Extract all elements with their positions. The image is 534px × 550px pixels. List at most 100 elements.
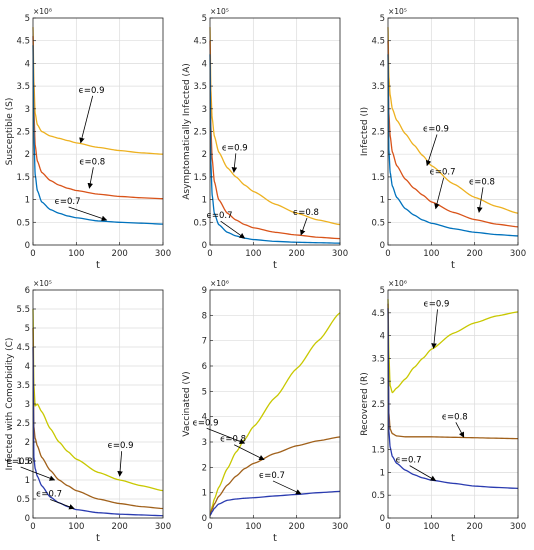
annotation-label: ϵ=0.7 — [36, 490, 62, 500]
annotation-arrow — [409, 465, 437, 481]
series-line-3 — [387, 308, 519, 490]
y-tick-label: 4.5 — [371, 309, 385, 319]
annotation-label: ϵ=0.8 — [469, 177, 495, 187]
y-exponent: ×10⁸ — [33, 7, 52, 16]
series-line-2 — [387, 303, 519, 440]
annotation-arrow — [300, 217, 308, 236]
axes-box — [209, 289, 341, 519]
series-line-1 — [209, 312, 341, 516]
y-tick-label: 3.5 — [193, 82, 207, 92]
y-tick-label: 0.5 — [371, 491, 385, 501]
annotation-arrow — [455, 422, 465, 438]
y-tick-label: 5 — [25, 324, 30, 334]
series-line-3 — [32, 45, 164, 225]
y-axis-label: Asymptomatically Infected (A) — [182, 63, 192, 199]
x-tick-label: 100 — [245, 249, 261, 259]
y-tick-label: 5 — [202, 14, 207, 24]
y-tick-label: 2 — [380, 150, 385, 160]
x-axis-label: t — [96, 260, 100, 271]
annotation-arrow — [206, 427, 246, 445]
y-exponent: ×10⁵ — [388, 7, 407, 16]
y-tick-label: 0 — [202, 241, 207, 251]
annotation-label: ϵ=0.7 — [207, 211, 233, 221]
y-tick-label: 1 — [25, 476, 30, 486]
y-exponent: ×10⁵ — [210, 7, 229, 16]
annotation-label: ϵ=0.9 — [423, 125, 449, 135]
y-exponent: ×10⁶ — [388, 279, 407, 288]
y-tick-label: 2 — [202, 150, 207, 160]
series-line-2 — [32, 36, 164, 200]
y-tick-label: 2.5 — [371, 400, 385, 410]
annotation-arrow — [477, 187, 484, 213]
y-tick-label: 6 — [25, 286, 30, 296]
x-tick-label: 300 — [155, 522, 171, 532]
y-tick-label: 1 — [380, 468, 385, 478]
y-tick-label: 1 — [202, 489, 207, 499]
series-line-1 — [209, 27, 341, 226]
x-tick-label: 200 — [112, 249, 128, 259]
y-tick-label: 4 — [380, 332, 385, 342]
annotation-arrow — [79, 95, 94, 144]
y-tick-label: 2.5 — [16, 419, 30, 429]
x-tick-label: 100 — [68, 522, 84, 532]
annotation-label: ϵ=0.8 — [220, 435, 246, 445]
chart-p4: 0 100 200 300 0 0.5 1 1.5 2 2.5 3 3.5 4 4.5 5 5.5 6×10⁵ t… — [5, 279, 171, 544]
annotation-label: ϵ=0.9 — [108, 441, 134, 451]
y-axis-label: Infected (I) — [360, 107, 370, 156]
x-tick-label: 200 — [289, 249, 305, 259]
y-tick-label: 3.5 — [16, 381, 30, 391]
y-tick-label: 2.5 — [16, 128, 30, 138]
y-tick-label: 1.5 — [371, 446, 385, 456]
y-tick-label: 1.5 — [193, 173, 207, 183]
x-tick-label: 200 — [289, 522, 305, 532]
series-line-1 — [32, 308, 164, 492]
y-tick-label: 4.5 — [371, 37, 385, 47]
y-tick-label: 0.5 — [16, 495, 30, 505]
y-tick-label: 3 — [202, 105, 207, 115]
x-tick-label: 0 — [30, 249, 35, 259]
y-tick-label: 3 — [380, 105, 385, 115]
y-tick-label: 4 — [25, 59, 30, 69]
series-line-3 — [387, 54, 519, 237]
series-line-2 — [32, 327, 164, 510]
annotation-arrow — [434, 177, 445, 210]
y-tick-label: 1.5 — [371, 173, 385, 183]
y-tick-label: 2 — [25, 438, 30, 448]
series-line-1 — [387, 299, 519, 394]
annotation-arrow — [233, 444, 265, 461]
y-tick-label: 2 — [202, 463, 207, 473]
x-tick-label: 300 — [510, 249, 526, 259]
y-axis-label: Recovered (R) — [360, 372, 370, 436]
y-tick-label: 4 — [380, 59, 385, 69]
annotation-label: ϵ=0.8 — [293, 208, 319, 218]
y-tick-label: 2 — [25, 150, 30, 160]
y-tick-label: 0 — [380, 241, 385, 251]
y-tick-label: 8 — [202, 311, 207, 321]
y-tick-label: 1 — [380, 196, 385, 206]
x-tick-label: 200 — [112, 522, 128, 532]
annotation-label: ϵ=0.7 — [430, 168, 456, 178]
x-tick-label: 300 — [332, 522, 348, 532]
y-exponent: ×10⁵ — [33, 279, 52, 288]
y-tick-label: 5 — [202, 387, 207, 397]
y-tick-label: 2 — [380, 423, 385, 433]
y-tick-label: 1 — [202, 196, 207, 206]
x-axis-label: t — [273, 260, 277, 271]
annotation-arrow — [425, 134, 438, 167]
y-axis-label: Infected with Comorbidity (C) — [5, 338, 15, 471]
x-tick-label: 100 — [245, 522, 261, 532]
y-tick-label: 3.5 — [371, 82, 385, 92]
annotation-label: ϵ=0.8 — [442, 412, 468, 422]
x-tick-label: 300 — [155, 249, 171, 259]
annotation-arrow — [50, 499, 75, 510]
annotation-label: ϵ=0.7 — [396, 456, 422, 466]
y-tick-label: 3 — [25, 105, 30, 115]
x-tick-label: 0 — [385, 522, 390, 532]
annotation-arrow — [231, 153, 238, 173]
annotation-label: ϵ=0.7 — [259, 471, 285, 481]
y-exponent: ×10⁶ — [210, 279, 229, 288]
y-tick-label: 2.5 — [193, 128, 207, 138]
x-axis-label: t — [96, 533, 100, 544]
